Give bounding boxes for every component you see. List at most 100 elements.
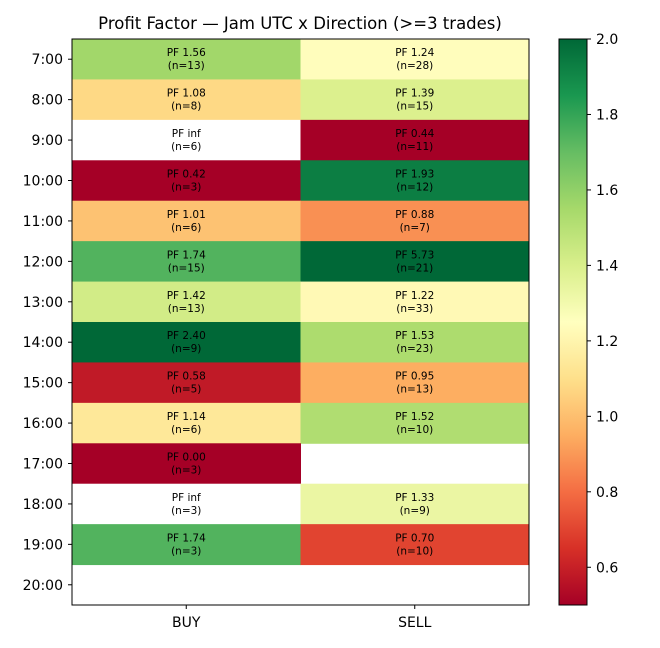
colorbar-tick-label: 1.0	[596, 409, 618, 425]
heatmap-cell	[72, 160, 301, 202]
y-tick-label: 14:00	[23, 335, 63, 351]
cell-pf-label: PF 1.39	[395, 88, 434, 100]
heatmap-cell	[72, 79, 301, 121]
cell-count-label: (n=9)	[171, 343, 201, 355]
cell-pf-label: PF 1.93	[395, 169, 434, 181]
colorbar-tick-label: 0.8	[596, 485, 618, 501]
colorbar-tick-label: 2.0	[596, 32, 618, 48]
cell-count-label: (n=5)	[171, 384, 201, 396]
heatmap-cell	[72, 483, 301, 525]
cell-pf-label: PF 0.42	[167, 169, 206, 181]
cell-pf-label: PF inf	[172, 492, 201, 504]
heatmap-cell	[300, 322, 530, 363]
cell-count-label: (n=10)	[396, 424, 433, 436]
colorbar-tick-label: 0.6	[596, 560, 618, 576]
heatmap-cell	[72, 443, 301, 485]
heatmap-cell	[72, 362, 301, 404]
cell-count-label: (n=15)	[168, 262, 205, 274]
heatmap-cell	[300, 402, 530, 444]
cell-count-label: (n=7)	[400, 222, 430, 234]
y-tick-label: 17:00	[23, 457, 63, 473]
colorbar-tick-label: 1.8	[596, 107, 618, 123]
y-tick-label: 15:00	[23, 376, 63, 392]
cell-pf-label: PF 5.73	[395, 249, 434, 261]
cell-count-label: (n=3)	[171, 465, 201, 477]
cell-pf-label: PF 1.74	[167, 532, 206, 544]
cell-pf-label: PF 1.22	[395, 290, 434, 302]
cell-pf-label: PF 1.01	[167, 209, 206, 221]
heatmap-cell	[72, 119, 301, 161]
colorbar: 0.6 0.8 1.0 1.2 1.4 1.6 1.8 2.0	[558, 32, 618, 606]
colorbar-tick-label: 1.6	[596, 183, 618, 199]
cell-pf-label: PF 1.74	[167, 249, 206, 261]
heatmap-cell	[300, 524, 530, 566]
cell-pf-label: PF inf	[172, 128, 201, 140]
cell-pf-label: PF 0.44	[395, 128, 434, 140]
cell-count-label: (n=15)	[396, 101, 433, 113]
cell-count-label: (n=6)	[171, 141, 201, 153]
heatmap-cell	[72, 39, 301, 80]
cell-pf-label: PF 0.70	[395, 532, 434, 544]
y-tick-label: 16:00	[23, 416, 63, 432]
x-tick-label: SELL	[398, 615, 432, 631]
cell-pf-label: PF 1.08	[167, 88, 206, 100]
cell-count-label: (n=6)	[171, 424, 201, 436]
cell-count-label: (n=3)	[171, 182, 201, 194]
heatmap-cell	[72, 241, 301, 283]
cell-count-label: (n=28)	[396, 60, 433, 72]
cell-count-label: (n=3)	[171, 505, 201, 517]
cell-pf-label: PF 1.33	[395, 492, 434, 504]
cell-count-label: (n=11)	[396, 141, 433, 153]
cell-pf-label: PF 0.95	[395, 371, 434, 383]
heatmap-cell	[300, 79, 530, 121]
cell-count-label: (n=3)	[171, 545, 201, 557]
y-tick-label: 8:00	[32, 93, 63, 109]
heatmap-cell	[300, 200, 530, 242]
cell-count-label: (n=8)	[171, 101, 201, 113]
y-tick-label: 13:00	[23, 295, 63, 311]
cell-count-label: (n=10)	[396, 545, 433, 557]
x-tick-label: BUY	[172, 615, 201, 631]
heatmap-cell	[300, 160, 530, 202]
cell-pf-label: PF 0.58	[167, 371, 206, 383]
cell-pf-label: PF 1.56	[167, 47, 206, 59]
heatmap-cell	[72, 322, 301, 363]
heatmap-axes: 7:00 8:00 9:00 10:00 11:00 12:00 13:00 14:00 15:…	[23, 38, 530, 631]
cell-count-label: (n=9)	[400, 505, 430, 517]
cell-count-label: (n=21)	[396, 262, 433, 274]
cell-pf-label: PF 1.14	[167, 411, 206, 423]
heatmap-cell	[72, 402, 301, 444]
heatmap-cell	[72, 524, 301, 566]
chart-title: Profit Factor — Jam UTC x Direction (>=3…	[98, 14, 502, 33]
cell-pf-label: PF 1.53	[395, 330, 434, 342]
cell-count-label: (n=23)	[396, 343, 433, 355]
cell-count-label: (n=13)	[396, 384, 433, 396]
y-tick-label: 19:00	[23, 537, 63, 553]
heatmap-cell	[72, 281, 301, 323]
y-tick-label: 10:00	[23, 174, 63, 190]
heatmap-cell	[300, 39, 530, 80]
cell-count-label: (n=13)	[168, 303, 205, 315]
cell-pf-label: PF 0.00	[167, 452, 206, 464]
heatmap-cell	[300, 362, 530, 404]
heatmap-cell	[72, 200, 301, 242]
heatmap-cell	[300, 281, 530, 323]
y-tick-label: 18:00	[23, 497, 63, 513]
colorbar-tick-label: 1.4	[596, 258, 618, 274]
heatmap-cell	[300, 119, 530, 161]
y-tick-label: 7:00	[32, 52, 63, 68]
y-tick-label: 9:00	[32, 133, 63, 149]
cell-count-label: (n=12)	[396, 182, 433, 194]
heatmap-cell	[300, 241, 530, 283]
y-tick-label: 12:00	[23, 254, 63, 270]
cell-count-label: (n=6)	[171, 222, 201, 234]
heatmap-cell	[300, 483, 530, 525]
cell-count-label: (n=13)	[168, 60, 205, 72]
cell-pf-label: PF 1.24	[395, 47, 434, 59]
y-tick-label: 11:00	[23, 214, 63, 230]
plot-frame	[71, 38, 530, 606]
colorbar-tick-label: 1.2	[596, 334, 618, 350]
heatmap-cells: PF 1.56(n=13)PF 1.24(n=28)PF 1.08(n=8)PF…	[72, 39, 530, 605]
